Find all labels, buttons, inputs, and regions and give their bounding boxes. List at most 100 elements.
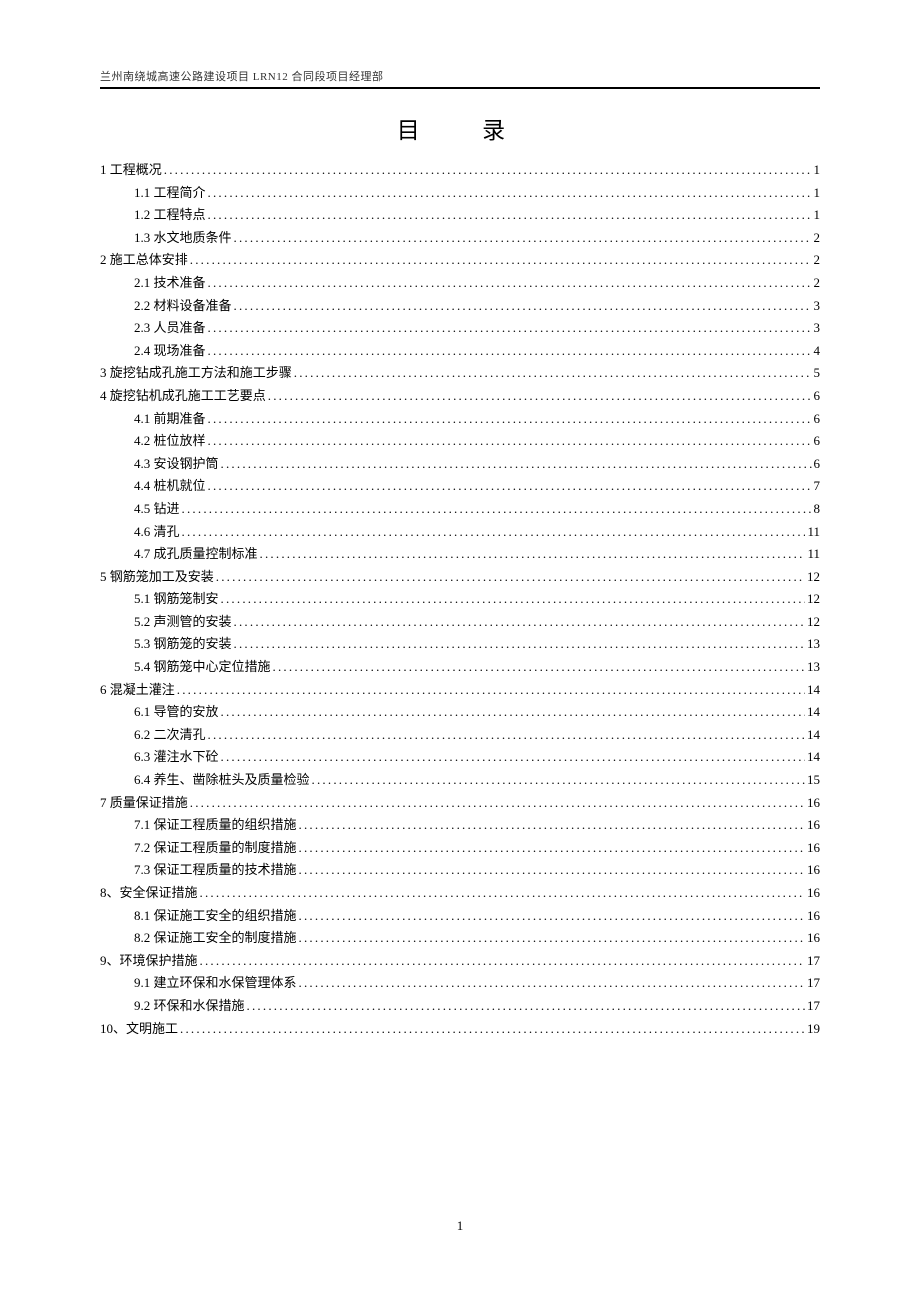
toc-entry: 7.2 保证工程质量的制度措施 16	[100, 841, 820, 854]
toc-entry-label: 6.1 导管的安放	[134, 705, 219, 718]
toc-entry-page: 12	[807, 615, 820, 628]
toc-leader-dots	[182, 502, 812, 515]
toc-entry-page: 8	[814, 502, 821, 515]
toc-entry-page: 14	[807, 705, 820, 718]
toc-entry-page: 4	[814, 344, 821, 357]
toc-entry: 8.1 保证施工安全的组织措施 16	[100, 909, 820, 922]
toc-leader-dots	[208, 344, 812, 357]
toc-leader-dots	[247, 999, 805, 1012]
toc-leader-dots	[208, 276, 812, 289]
toc-entry-label: 10、文明施工	[100, 1022, 178, 1035]
toc-entry-label: 4.6 清孔	[134, 525, 180, 538]
toc-entry-label: 7.2 保证工程质量的制度措施	[134, 841, 297, 854]
toc-entry-page: 3	[814, 321, 821, 334]
toc-entry-label: 5 钢筋笼加工及安装	[100, 570, 214, 583]
toc-leader-dots	[234, 231, 812, 244]
toc-entry: 1.2 工程特点 1	[100, 208, 820, 221]
toc-leader-dots	[208, 186, 812, 199]
page-number: 1	[0, 1218, 920, 1234]
toc-leader-dots	[200, 886, 805, 899]
toc-entry-page: 11	[807, 547, 820, 560]
toc-entry: 6.1 导管的安放 14	[100, 705, 820, 718]
toc-entry-label: 2.4 现场准备	[134, 344, 206, 357]
toc-entry-page: 12	[807, 570, 820, 583]
toc-leader-dots	[294, 366, 812, 379]
toc-leader-dots	[216, 570, 805, 583]
toc-entry-label: 5.3 钢筋笼的安装	[134, 637, 232, 650]
toc-entry-page: 16	[807, 863, 820, 876]
toc-entry-label: 7.1 保证工程质量的组织措施	[134, 818, 297, 831]
toc-entry: 5.3 钢筋笼的安装 13	[100, 637, 820, 650]
toc-leader-dots	[312, 773, 805, 786]
toc-entry: 10、文明施工 19	[100, 1022, 820, 1035]
toc-entry: 4.3 安设钢护筒 6	[100, 457, 820, 470]
toc-leader-dots	[221, 592, 805, 605]
toc-entry-label: 4.2 桩位放样	[134, 434, 206, 447]
toc-entry: 8.2 保证施工安全的制度措施 16	[100, 931, 820, 944]
toc-entry-page: 2	[814, 276, 821, 289]
toc-entry-page: 5	[814, 366, 821, 379]
toc-entry: 2.2 材料设备准备 3	[100, 299, 820, 312]
toc-entry-page: 14	[807, 728, 820, 741]
toc-leader-dots	[182, 525, 806, 538]
toc-entry-label: 4.7 成孔质量控制标准	[134, 547, 258, 560]
toc-entry: 1.3 水文地质条件 2	[100, 231, 820, 244]
toc-entry-page: 16	[807, 931, 820, 944]
toc-entry-page: 2	[814, 231, 821, 244]
toc-entry-page: 15	[807, 773, 820, 786]
toc-entry: 5 钢筋笼加工及安装 12	[100, 570, 820, 583]
toc-entry-label: 9、环境保护措施	[100, 954, 198, 967]
toc-entry-page: 16	[807, 841, 820, 854]
toc-entry-label: 6 混凝土灌注	[100, 683, 175, 696]
toc-entry: 5.2 声测管的安装 12	[100, 615, 820, 628]
toc-entry-label: 5.4 钢筋笼中心定位措施	[134, 660, 271, 673]
toc-leader-dots	[273, 660, 805, 673]
toc-entry-label: 6.3 灌注水下砼	[134, 750, 219, 763]
toc-entry: 9.1 建立环保和水保管理体系 17	[100, 976, 820, 989]
toc-entry-label: 1.1 工程简介	[134, 186, 206, 199]
toc-entry-label: 3 旋挖钻成孔施工方法和施工步骤	[100, 366, 292, 379]
toc-entry-page: 12	[807, 592, 820, 605]
toc-leader-dots	[200, 954, 805, 967]
toc-entry-page: 14	[807, 750, 820, 763]
toc-entry: 6.4 养生、凿除桩头及质量检验 15	[100, 773, 820, 786]
toc-entry-page: 2	[814, 253, 821, 266]
toc-entry-label: 4.5 钻进	[134, 502, 180, 515]
toc-entry-page: 13	[807, 637, 820, 650]
toc-entry-label: 2.3 人员准备	[134, 321, 206, 334]
toc-leader-dots	[208, 728, 805, 741]
toc-entry-page: 16	[807, 818, 820, 831]
toc-entry-page: 16	[807, 909, 820, 922]
toc-leader-dots	[234, 299, 812, 312]
toc-entry: 4.2 桩位放样 6	[100, 434, 820, 447]
toc-entry: 7 质量保证措施 16	[100, 796, 820, 809]
toc-entry-label: 6.4 养生、凿除桩头及质量检验	[134, 773, 310, 786]
toc-entry: 4.1 前期准备 6	[100, 412, 820, 425]
toc-entry: 1 工程概况 1	[100, 163, 820, 176]
document-page: 兰州南绕城高速公路建设项目 LRN12 合同段项目经理部 目 录 1 工程概况 …	[0, 0, 920, 1302]
toc-entry: 8、安全保证措施 16	[100, 886, 820, 899]
toc-entry-label: 5.2 声测管的安装	[134, 615, 232, 628]
toc-entry: 2 施工总体安排 2	[100, 253, 820, 266]
toc-leader-dots	[208, 412, 812, 425]
toc-entry: 2.4 现场准备 4	[100, 344, 820, 357]
toc-leader-dots	[221, 750, 805, 763]
toc-leader-dots	[299, 818, 805, 831]
toc-entry-page: 14	[807, 683, 820, 696]
toc-entry-page: 17	[807, 976, 820, 989]
toc-entry-page: 1	[814, 208, 821, 221]
toc-leader-dots	[208, 208, 812, 221]
toc-entry-label: 2.1 技术准备	[134, 276, 206, 289]
toc-entry: 9、环境保护措施 17	[100, 954, 820, 967]
toc-title: 目 录	[110, 111, 820, 145]
toc-entry: 2.1 技术准备 2	[100, 276, 820, 289]
toc-entry-label: 4.3 安设钢护筒	[134, 457, 219, 470]
toc-entry-page: 1	[814, 163, 821, 176]
toc-leader-dots	[299, 841, 805, 854]
toc-leader-dots	[208, 321, 812, 334]
toc-entry: 4.4 桩机就位 7	[100, 479, 820, 492]
toc-entry-label: 7 质量保证措施	[100, 796, 188, 809]
toc-entry: 4.5 钻进 8	[100, 502, 820, 515]
toc-entry: 2.3 人员准备 3	[100, 321, 820, 334]
toc-entry-label: 7.3 保证工程质量的技术措施	[134, 863, 297, 876]
